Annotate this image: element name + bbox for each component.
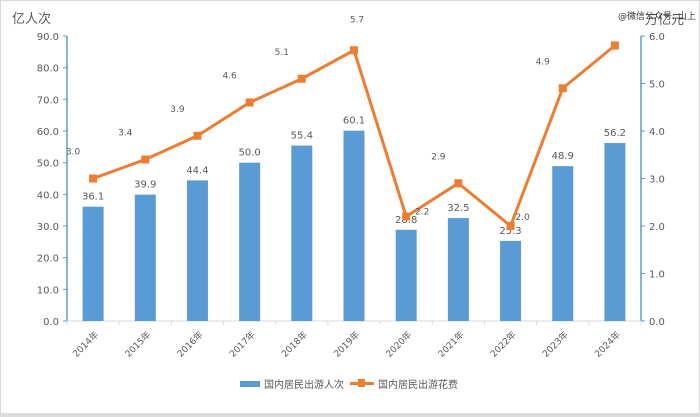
line-value-label: 4.9 [536,57,551,67]
bar-value-label: 32.5 [447,203,469,214]
bar [552,166,574,321]
line-marker [558,84,567,93]
right-y-tick: 4.0 [649,127,665,138]
bar [239,162,261,321]
right-y-tick: 2.0 [649,222,665,233]
bar [134,194,156,321]
left-y-tick: 20.0 [37,254,59,265]
bar-value-label: 25.3 [499,226,521,237]
line-marker [89,174,98,183]
line-value-label: 5.1 [275,48,289,58]
bar-value-label: 55.4 [291,131,313,142]
bar [604,143,626,321]
right-axis-unit: 万亿元 [645,13,685,28]
x-tick-label: 2014年 [70,329,101,360]
x-tick-label: 2023年 [540,329,571,360]
line-marker [245,98,254,107]
left-y-tick: 30.0 [37,222,59,233]
line-value-label: 3.4 [118,129,133,139]
line-value-label: 5.7 [350,15,364,25]
line-marker [402,212,411,221]
line-marker [506,222,515,230]
bar-value-label: 48.9 [552,151,574,162]
right-y-tick: 1.0 [649,270,665,281]
x-tick-label: 2024年 [592,329,623,360]
left-y-tick: 90.0 [37,32,59,43]
legend-bar-swatch [240,380,260,387]
line-marker [141,155,150,164]
left-y-tick: 50.0 [37,159,59,170]
line-marker [193,131,202,140]
bar [343,130,365,321]
legend: 国内居民出游人次 国内居民出游花费 [0,376,700,391]
x-tick-label: 2016年 [175,329,206,360]
legend-bar-label: 国内居民出游人次 [264,380,344,391]
left-y-tick: 10.0 [37,285,59,296]
bar-value-label: 50.0 [239,148,261,159]
bar-value-label: 56.2 [604,128,626,139]
left-y-tick: 60.0 [37,127,59,138]
left-y-tick: 80.0 [37,64,59,75]
legend-line-label: 国内居民出游花费 [378,380,458,391]
x-tick-label: 2017年 [227,329,258,360]
bar [500,240,522,321]
bar [291,145,313,321]
x-tick-label: 2022年 [488,329,519,360]
line-value-label: 2.9 [431,152,446,162]
bar-value-label: 60.1 [343,116,365,127]
line-marker [350,46,358,55]
line-value-label: 2.2 [415,208,429,218]
line-value-label: 2.0 [515,213,530,223]
bar-value-label: 39.9 [134,180,156,191]
x-tick-label: 2020年 [383,329,414,360]
left-y-tick: 40.0 [37,190,59,201]
x-tick-label: 2015年 [122,329,153,360]
bar-value-label: 44.4 [186,165,208,176]
right-y-tick: 0.0 [649,317,665,328]
x-tick-label: 2021年 [435,329,466,360]
line-marker [610,41,619,50]
line-marker [454,179,463,188]
bar [82,206,104,321]
bar [395,229,417,321]
right-y-tick: 5.0 [649,80,665,91]
x-tick-label: 2019年 [331,329,362,360]
line-value-label: 3.9 [170,105,185,115]
bar-value-label: 36.1 [82,192,104,203]
right-y-tick: 3.0 [649,175,665,186]
legend-line-swatch [350,379,374,387]
watermark: @微信公众号: 山上 [618,12,696,22]
left-y-tick: 70.0 [37,95,59,106]
bar [447,218,469,321]
left-axis-unit: 亿人次 [12,12,52,27]
right-y-tick: 6.0 [649,32,665,43]
line-value-label: 3.0 [66,148,81,158]
left-y-tick: 0.0 [43,317,59,328]
x-tick-label: 2018年 [279,329,310,360]
line-value-label: 4.6 [222,72,237,82]
line-marker [297,74,306,83]
bar [186,180,208,321]
